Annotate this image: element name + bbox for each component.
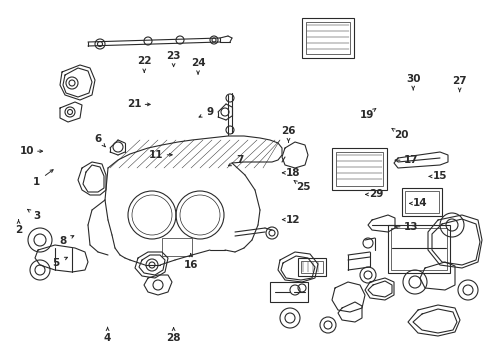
Text: 15: 15 bbox=[432, 171, 447, 181]
Text: 5: 5 bbox=[53, 258, 60, 268]
Text: 29: 29 bbox=[368, 189, 383, 199]
Bar bbox=[301, 261, 323, 273]
Text: 26: 26 bbox=[281, 126, 295, 136]
Text: 4: 4 bbox=[103, 333, 111, 343]
Text: 27: 27 bbox=[451, 76, 466, 86]
Bar bbox=[401, 188, 441, 216]
Bar bbox=[162, 238, 192, 256]
Bar bbox=[305, 22, 349, 54]
Bar bbox=[387, 225, 449, 273]
Text: 7: 7 bbox=[235, 155, 243, 165]
Text: 10: 10 bbox=[20, 146, 34, 156]
Text: 13: 13 bbox=[403, 222, 417, 232]
Bar bbox=[390, 228, 446, 270]
Bar bbox=[302, 18, 353, 58]
Text: 30: 30 bbox=[405, 74, 420, 84]
Text: 8: 8 bbox=[59, 236, 66, 246]
Text: 2: 2 bbox=[15, 225, 22, 235]
Text: 1: 1 bbox=[33, 177, 40, 187]
Text: 23: 23 bbox=[166, 51, 181, 61]
Bar bbox=[297, 258, 325, 276]
Text: 11: 11 bbox=[149, 150, 163, 160]
Text: 9: 9 bbox=[206, 107, 213, 117]
Text: 19: 19 bbox=[359, 110, 373, 120]
Text: 25: 25 bbox=[295, 182, 310, 192]
Text: 3: 3 bbox=[33, 211, 40, 221]
Text: 24: 24 bbox=[190, 58, 205, 68]
Text: 21: 21 bbox=[127, 99, 142, 109]
Text: 6: 6 bbox=[94, 134, 101, 144]
Text: 22: 22 bbox=[137, 56, 151, 66]
Text: 17: 17 bbox=[403, 155, 417, 165]
Bar bbox=[331, 148, 386, 190]
Bar bbox=[269, 282, 307, 302]
Text: 16: 16 bbox=[183, 260, 198, 270]
Text: 20: 20 bbox=[393, 130, 407, 140]
Bar bbox=[404, 191, 438, 213]
Bar bbox=[335, 152, 382, 186]
Text: 28: 28 bbox=[166, 333, 181, 343]
Text: 14: 14 bbox=[412, 198, 427, 208]
Text: 12: 12 bbox=[285, 215, 300, 225]
Text: 18: 18 bbox=[285, 168, 300, 178]
